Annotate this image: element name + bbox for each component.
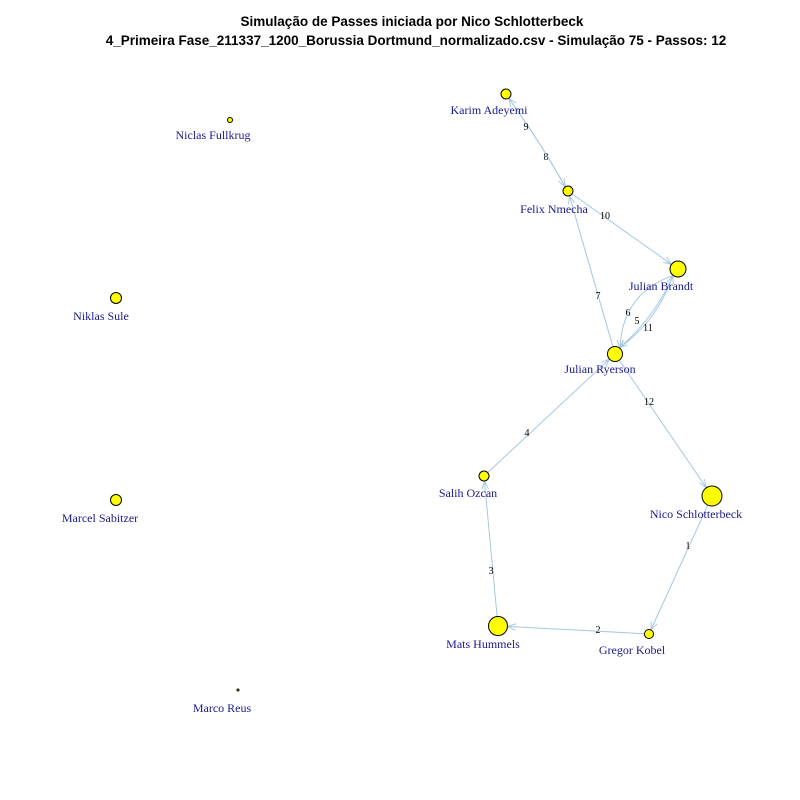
pass-edge-3 [485, 482, 498, 617]
player-node-reus [236, 688, 240, 692]
pass-step-label: 12 [644, 397, 654, 408]
chart-subtitle: 4_Primeira Fase_211337_1200_Borussia Dor… [106, 33, 727, 48]
player-label-sule: Niklas Sule [73, 309, 129, 323]
pass-step-label: 11 [643, 323, 653, 334]
player-node-sule [110, 292, 122, 304]
player-label-hummels: Mats Hummels [446, 637, 520, 651]
pass-edge-12 [618, 359, 706, 487]
pass-step-label: 5 [635, 316, 640, 327]
player-label-fullkrug: Niclas Fullkrug [176, 128, 251, 142]
pass-step-label: 9 [524, 122, 529, 133]
player-node-brandt [669, 260, 687, 278]
pass-edge-10 [571, 193, 671, 264]
pass-edge-11 [620, 274, 674, 347]
player-node-fullkrug [227, 117, 233, 123]
player-node-karim [500, 88, 512, 100]
player-label-karim: Karim Adeyemi [451, 103, 529, 117]
pass-edge-4 [487, 360, 609, 473]
pass-edge-1 [651, 504, 709, 629]
player-node-schlotterbeck [701, 485, 723, 507]
player-label-ozcan: Salih Ozcan [439, 486, 497, 500]
nodes-layer: Karim Adeyemi Niclas Fullkrug Felix Nmecha… [62, 88, 742, 715]
pass-step-label: 3 [489, 566, 494, 577]
player-label-kobel: Gregor Kobel [599, 643, 666, 657]
player-label-reus: Marco Reus [193, 701, 252, 715]
pass-edge-6 [620, 275, 674, 347]
player-node-nmecha [562, 185, 574, 197]
pass-edge-7 [570, 197, 614, 347]
player-label-schlotterbeck: Nico Schlotterbeck [650, 507, 742, 521]
player-label-brandt: Julian Brandt [629, 279, 694, 293]
player-label-sabitzer: Marcel Sabitzer [62, 511, 138, 525]
player-node-ryerson [607, 346, 623, 362]
player-node-ozcan [478, 470, 490, 482]
pass-step-label: 2 [596, 625, 601, 636]
player-label-nmecha: Felix Nmecha [520, 202, 588, 216]
pass-step-label: 10 [600, 211, 610, 222]
pass-step-label: 1 [686, 541, 691, 552]
pass-step-label: 8 [544, 152, 549, 163]
player-label-ryerson: Julian Ryerson [564, 362, 635, 376]
pass-edge-9 [508, 97, 565, 186]
pass-step-label: 4 [525, 428, 530, 439]
player-node-sabitzer [110, 494, 122, 506]
player-node-kobel [644, 629, 654, 639]
pass-step-label: 7 [596, 291, 601, 302]
pass-edge-2 [508, 627, 645, 635]
chart-title: Simulação de Passes iniciada por Nico Sc… [241, 14, 584, 29]
player-node-hummels [488, 616, 508, 636]
